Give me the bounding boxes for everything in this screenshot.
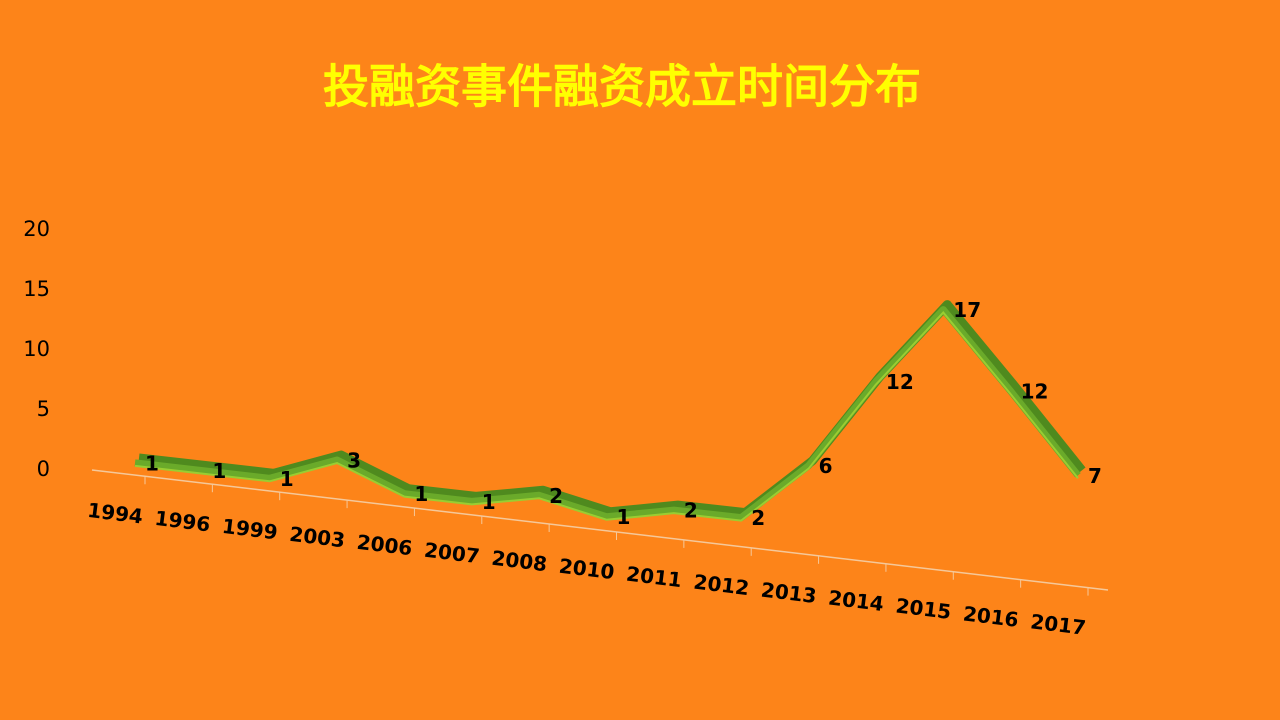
x-tick-label: 2011 [625, 562, 683, 593]
data-label: 7 [1088, 464, 1102, 488]
line-edge [134, 311, 1079, 522]
data-label: 1 [482, 490, 496, 514]
x-tick-label: 2007 [423, 538, 481, 569]
data-label: 2 [684, 499, 698, 523]
y-tick-label: 0 [37, 457, 50, 481]
data-label: 17 [953, 298, 981, 322]
data-label: 12 [886, 370, 914, 394]
y-tick-label: 5 [37, 397, 50, 421]
data-label: 6 [819, 454, 833, 478]
x-tick-label: 2017 [1029, 609, 1087, 640]
y-tick-label: 20 [23, 217, 50, 241]
x-tick-label: 1996 [153, 506, 211, 537]
x-tick-label: 1999 [221, 514, 279, 545]
data-label: 1 [280, 467, 294, 491]
data-label: 1 [617, 505, 631, 529]
data-label: 1 [145, 451, 159, 475]
x-axis [91, 469, 1109, 591]
x-tick-label: 2012 [692, 570, 750, 601]
x-tick-label: 1994 [86, 498, 144, 529]
data-label: 12 [1021, 380, 1049, 404]
x-tick-label: 2016 [962, 601, 1020, 632]
data-label: 2 [751, 506, 765, 530]
x-tick-label: 2014 [827, 585, 885, 616]
data-label: 3 [347, 449, 361, 473]
data-label: 2 [549, 484, 563, 508]
x-tick-label: 2010 [558, 554, 616, 585]
x-tick-label: 2008 [490, 546, 548, 577]
x-tick-label: 2013 [760, 577, 818, 608]
x-tick-label: 2015 [894, 593, 952, 624]
y-tick-label: 15 [23, 277, 50, 301]
chart-title: 投融资事件融资成立时间分布 [323, 60, 921, 114]
line [134, 306, 1081, 522]
x-tick-label: 2003 [288, 522, 346, 553]
x-tick-label: 2006 [356, 530, 414, 561]
data-label: 1 [414, 482, 428, 506]
y-tick-label: 10 [23, 337, 50, 361]
data-label: 1 [212, 459, 226, 483]
